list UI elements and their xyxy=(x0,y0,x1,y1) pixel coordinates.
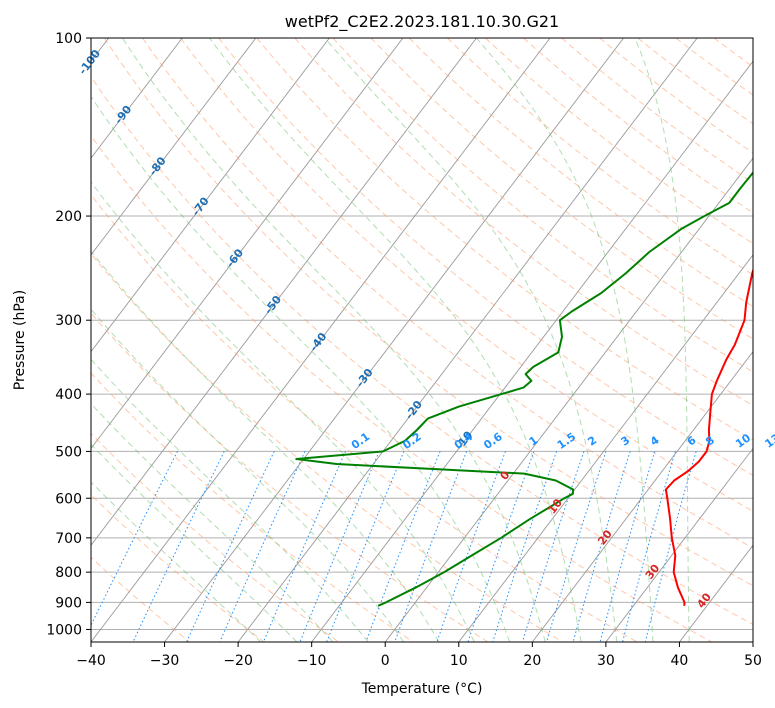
moist-adiabat-line xyxy=(121,38,546,642)
mixing-ratio-line xyxy=(599,451,656,642)
mixing-ratio-label: 13 xyxy=(763,431,775,450)
mixing-ratio-line xyxy=(622,451,676,642)
mixing-ratio-line xyxy=(492,451,558,642)
mixing-ratio-line xyxy=(91,451,178,627)
y-tick-label: 800 xyxy=(55,565,82,581)
plot-background xyxy=(91,38,753,642)
moist-adiabat-line xyxy=(91,403,334,642)
mixing-ratio-line xyxy=(299,451,380,642)
moist-adiabat-line xyxy=(91,181,475,642)
x-tick-label: −20 xyxy=(223,653,253,669)
dry-adiabat-line xyxy=(91,312,489,642)
y-tick-label: 600 xyxy=(55,491,82,507)
isotherm-line xyxy=(91,38,330,353)
dry-adiabat-line xyxy=(91,75,753,625)
dry-adiabat-line xyxy=(91,432,340,642)
isotherm-line xyxy=(384,157,753,642)
reference-lines xyxy=(91,38,753,642)
dry-adiabat-line xyxy=(332,38,753,373)
sounding-series xyxy=(295,171,753,607)
isotherm-line xyxy=(752,641,753,642)
moist-adiabat-line xyxy=(476,38,654,642)
temperature-line xyxy=(664,267,753,606)
mixing-ratio-line xyxy=(546,451,607,642)
dry-adiabat-line xyxy=(751,38,753,40)
dry-adiabat-line xyxy=(142,38,753,549)
x-tick-label: −30 xyxy=(150,653,180,669)
mixing-ratio-line xyxy=(572,451,631,642)
dry-adiabat-line xyxy=(370,38,753,340)
x-tick-label: 10 xyxy=(450,653,468,669)
isotherm-line xyxy=(164,38,624,642)
isotherm-line xyxy=(531,350,753,642)
dry-adiabat-line xyxy=(561,38,753,184)
mixing-ratio-line xyxy=(263,451,346,642)
mixing-ratio-line xyxy=(436,451,506,642)
dry-adiabat-line xyxy=(91,494,265,642)
moist-adiabat-line xyxy=(91,308,405,642)
isotherm-line xyxy=(458,254,753,642)
isotherm-line xyxy=(91,38,257,256)
x-tick-label: 20 xyxy=(523,653,541,669)
y-tick-label: 900 xyxy=(55,595,82,611)
moist-adiabat-line xyxy=(91,95,511,642)
y-tick-label: 700 xyxy=(55,531,82,547)
y-tick-label: 100 xyxy=(55,31,82,47)
x-tick-label: −10 xyxy=(297,653,327,669)
x-tick-label: −40 xyxy=(76,653,106,669)
plot-frame xyxy=(90,37,754,643)
mixing-ratio-line xyxy=(522,451,585,642)
isotherm-line xyxy=(237,38,698,642)
moist-adiabat-line xyxy=(91,358,369,642)
y-tick-label: 300 xyxy=(55,313,82,329)
dry-adiabat-line xyxy=(446,38,753,276)
dry-adiabat-line xyxy=(91,253,563,642)
dry-adiabat-line xyxy=(91,134,713,642)
moist-adiabat-line xyxy=(324,38,618,642)
dewpoint-line xyxy=(295,171,753,607)
dry-adiabat-line xyxy=(256,38,753,441)
x-tick-label: 0 xyxy=(381,653,390,669)
y-tick-label: 500 xyxy=(55,444,82,460)
dry-adiabat-line xyxy=(103,38,753,587)
mixing-ratio-line xyxy=(467,451,535,642)
mixing-ratio-line xyxy=(219,451,306,642)
dry-adiabat-line xyxy=(91,194,638,642)
axes: −40 −30 −20 −10 0 10 20 30 40 50 100 200 300 400 500 60… xyxy=(46,31,762,669)
isotherm-line xyxy=(91,38,551,642)
x-tick-label: 50 xyxy=(744,653,762,669)
x-tick-label: 40 xyxy=(671,653,689,669)
moist-adiabat-line xyxy=(209,38,582,642)
y-axis-label: Pressure (hPa) xyxy=(12,290,28,390)
mixing-ratio-line xyxy=(644,451,697,642)
y-tick-label: 200 xyxy=(55,209,82,225)
isotherm-line xyxy=(91,38,183,159)
chart-title: wetPf2_C2E2.2023.181.10.30.G21 xyxy=(285,12,559,32)
moist-adiabat-line xyxy=(634,38,690,642)
isotherm-line xyxy=(91,38,477,546)
mixing-ratio-line xyxy=(186,451,275,642)
x-tick-label: 30 xyxy=(597,653,615,669)
isotherm-line xyxy=(91,38,404,450)
mixing-ratio-line xyxy=(132,451,225,642)
isotherm-line xyxy=(605,447,753,642)
y-tick-label: 400 xyxy=(55,387,82,403)
dry-adiabat-line xyxy=(485,38,753,245)
moist-adiabat-line xyxy=(91,481,262,642)
x-axis-label: Temperature (°C) xyxy=(361,681,483,697)
y-tick-label: 1000 xyxy=(46,622,82,638)
moist-adiabat-line xyxy=(91,443,298,642)
moist-adiabat-line xyxy=(91,250,440,642)
dry-adiabat-line xyxy=(180,38,753,512)
dry-adiabat-line xyxy=(218,38,753,476)
